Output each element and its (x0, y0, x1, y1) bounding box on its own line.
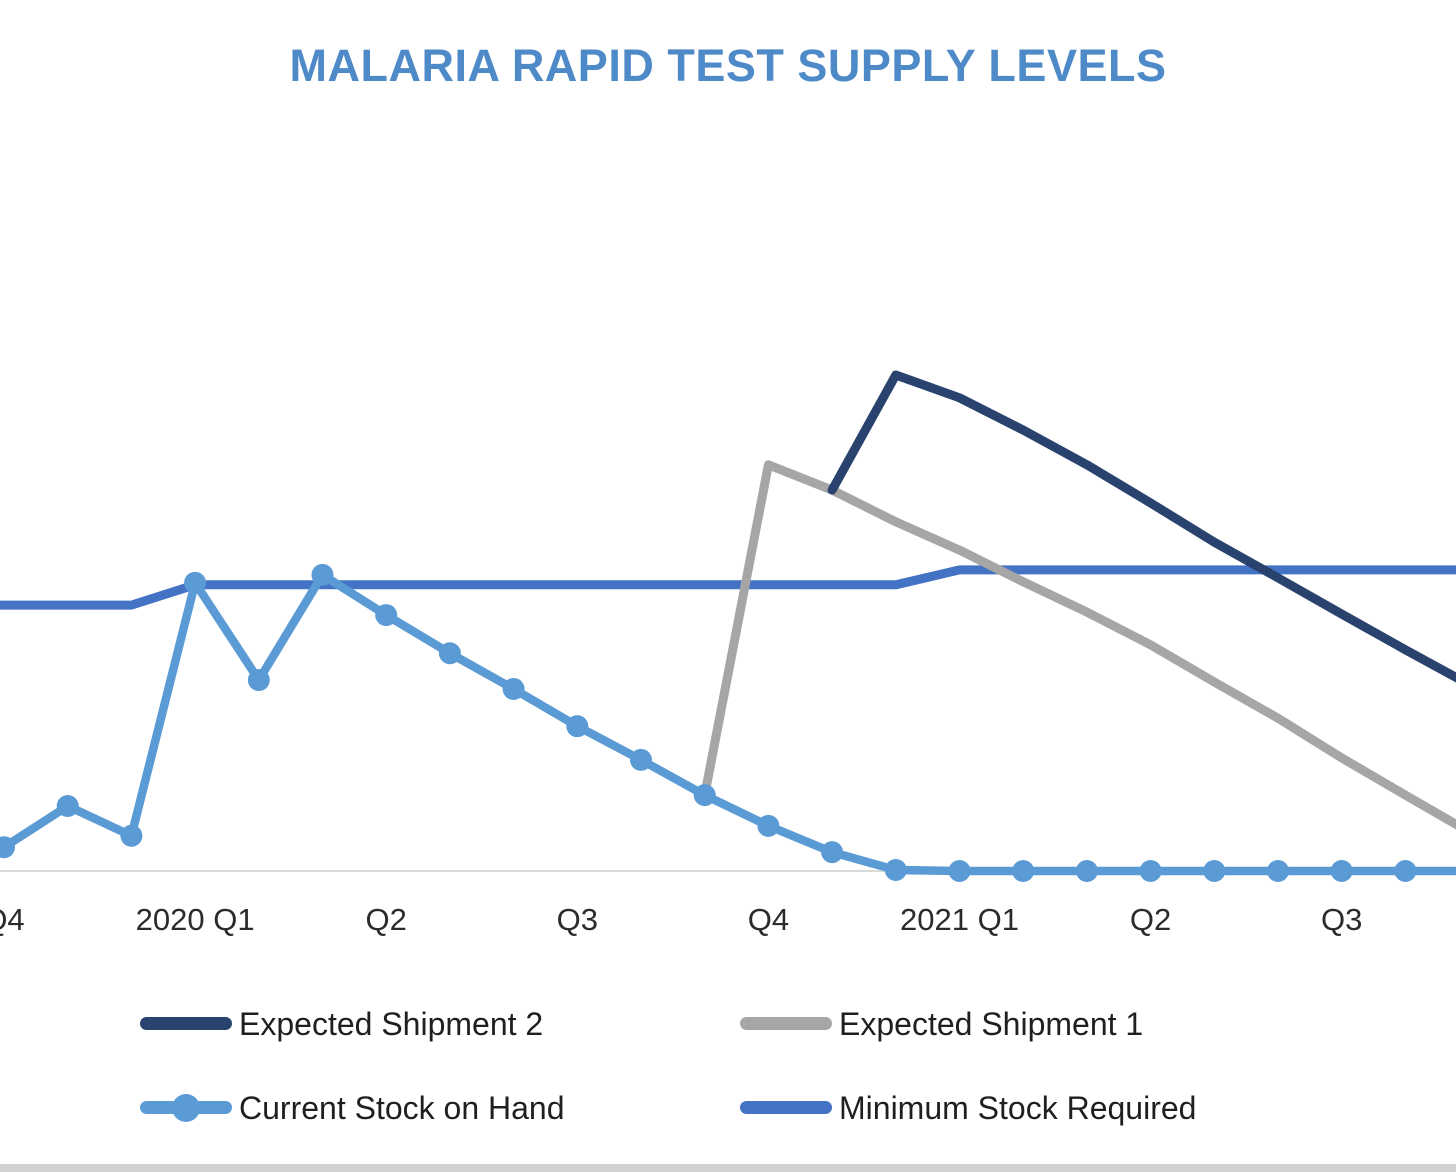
legend-line-sample (740, 1017, 832, 1030)
series-marker-current-stock-on-hand (566, 715, 589, 738)
x-tick-label: Q2 (1129, 902, 1172, 937)
series-marker-current-stock-on-hand (120, 824, 143, 847)
series-marker-current-stock-on-hand (821, 841, 844, 864)
series-marker-current-stock-on-hand (1267, 860, 1289, 882)
legend-label: Expected Shipment 1 (839, 1005, 1144, 1042)
series-marker-current-stock-on-hand (948, 860, 971, 882)
series-marker-current-stock-on-hand (630, 748, 652, 771)
series-marker-current-stock-on-hand (375, 604, 398, 627)
series-line-expected-shipment-2 (827, 370, 1456, 683)
series-marker-current-stock-on-hand (0, 836, 15, 859)
bottom-edge-strip (0, 1164, 1456, 1172)
legend-line-sample (740, 1101, 832, 1114)
legend-item-minimum-stock-required: Minimum Stock Required (740, 1084, 1196, 1132)
legend-swatch-minimum-stock-required (740, 1084, 832, 1132)
legend-item-expected-shipment-1: Expected Shipment 1 (740, 1000, 1196, 1048)
legend-swatch-expected-shipment-2 (140, 1000, 232, 1048)
x-tick-label: 2021 Q1 (900, 902, 1019, 937)
legend-marker-dot (172, 1094, 200, 1122)
x-tick-label: Q4 (0, 902, 25, 937)
chart-title: MALARIA RAPID TEST SUPPLY LEVELS (289, 40, 1167, 91)
series-marker-current-stock-on-hand (1330, 860, 1353, 882)
series-marker-current-stock-on-hand (1203, 860, 1226, 882)
legend-item-expected-shipment-2: Expected Shipment 2 (140, 1000, 740, 1048)
series-marker-current-stock-on-hand (311, 563, 334, 586)
series-marker-current-stock-on-hand (502, 677, 525, 700)
series-marker-current-stock-on-hand (1394, 860, 1417, 882)
series-marker-current-stock-on-hand (247, 669, 270, 692)
legend-swatch-current-stock-on-hand (140, 1084, 232, 1132)
series-line-current-stock-on-hand (0, 570, 1456, 876)
legend-label: Current Stock on Hand (239, 1089, 565, 1126)
series-line-expected-shipment-1 (700, 460, 1456, 830)
series-marker-current-stock-on-hand (757, 814, 780, 837)
x-tick-label: Q4 (747, 902, 790, 937)
x-tick-label: Q3 (1321, 902, 1363, 937)
series-line-minimum-stock-required (0, 565, 1456, 610)
x-tick-label: Q3 (556, 902, 598, 937)
series-marker-current-stock-on-hand (1075, 860, 1098, 882)
x-tick-label: 2020 Q1 (135, 902, 255, 937)
x-tick-label: Q2 (365, 902, 407, 937)
series-marker-current-stock-on-hand (1012, 860, 1035, 882)
series-marker-current-stock-on-hand (56, 795, 79, 818)
series-marker-current-stock-on-hand (184, 571, 207, 594)
series-marker-current-stock-on-hand (438, 642, 461, 665)
chart-legend: Expected Shipment 2 Expected Shipment 1 Cu… (140, 1000, 1196, 1132)
legend-item-current-stock-on-hand: Current Stock on Hand (140, 1084, 740, 1132)
series-marker-current-stock-on-hand (693, 784, 716, 807)
legend-label: Minimum Stock Required (839, 1089, 1197, 1126)
legend-swatch-expected-shipment-1 (740, 1000, 832, 1048)
legend-label: Expected Shipment 2 (239, 1005, 544, 1042)
series-marker-current-stock-on-hand (1139, 860, 1162, 882)
series-marker-current-stock-on-hand (884, 859, 907, 882)
legend-line-sample (140, 1017, 232, 1030)
